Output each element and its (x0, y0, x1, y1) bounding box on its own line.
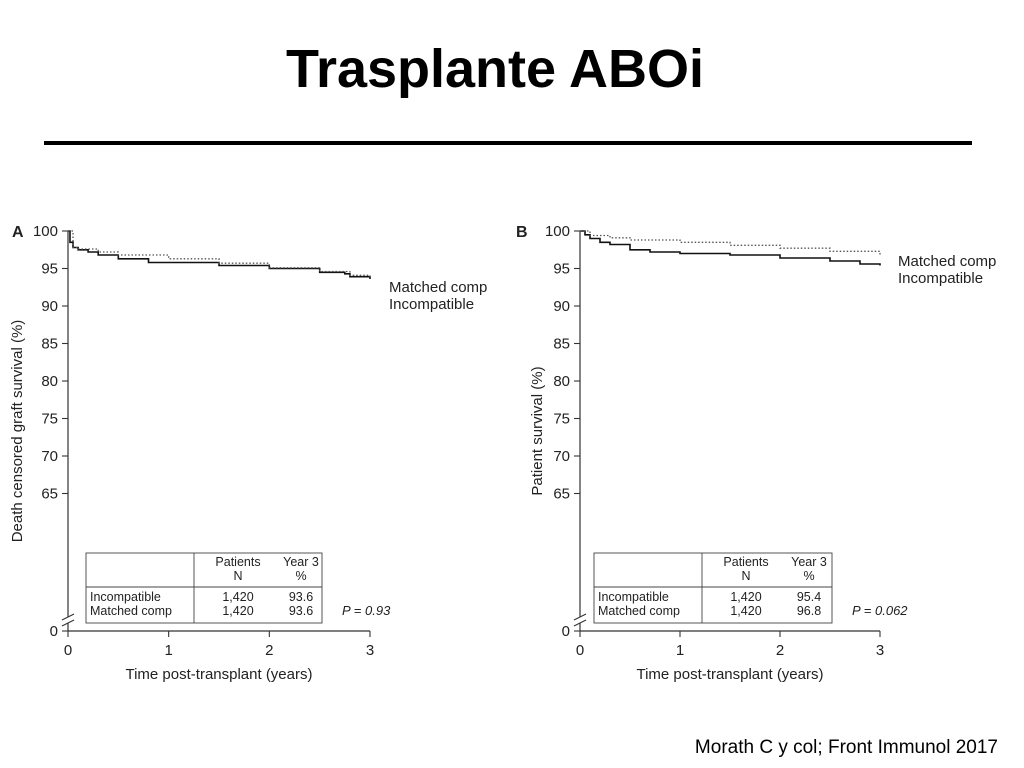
panel-b-table-header-patients: Patients (723, 555, 768, 569)
panel-a-letter: A (12, 224, 24, 241)
chart-panel-a: A 65 70 75 80 85 90 95 100 00 1 2 3 Time post-transpl… (9, 223, 487, 683)
panel-a-x-tick-label: 0 (64, 642, 72, 659)
slide-title: Trasplante ABOi (285, 39, 705, 99)
panel-b-axis-break-mark (573, 613, 587, 621)
panel-b-y-tick-label: 80 (553, 373, 570, 390)
panel-a-table-row-label: Incompatible (90, 590, 161, 604)
panel-a-y-axis-label: Death censored graft survival (%) (9, 320, 26, 543)
panel-b-table-row-year3: 95.4 (797, 590, 821, 604)
panel-a-series-incompatible (68, 230, 371, 279)
panel-a-x-axis-label: Time post-transplant (years) (125, 666, 312, 683)
panel-a-y-tick-label: 70 (41, 448, 58, 465)
panel-a-table-row-n: 1,420 (222, 604, 253, 618)
panel-b-y-axis-label: Patient survival (%) (529, 366, 546, 495)
panel-a-table-row-label: Matched comp (90, 604, 172, 618)
panel-b-legend-incompatible: Incompatible (898, 270, 983, 287)
panel-b-legend-matched-comp: Matched comp (898, 253, 996, 270)
panel-b-table-header-percent: % (803, 569, 814, 583)
panel-a-x-tick-label: 2 (265, 642, 273, 659)
panel-a-series-matched-comp (68, 230, 371, 279)
panel-b-table-row-n: 1,420 (730, 604, 761, 618)
panel-b-table-header-year3: Year 3 (791, 555, 827, 569)
panel-b-table-row-label: Matched comp (598, 604, 680, 618)
panel-a-y-tick-label: 95 (41, 261, 58, 278)
panel-b-y-tick-label: 90 (553, 298, 570, 315)
panel-b-y-tick-label: 100 (545, 223, 570, 240)
panel-a-legend-matched-comp: Matched comp (389, 279, 487, 296)
chart-panel-b: B 65 70 75 80 85 90 95 100 00 1 2 3 Time post-transpl… (516, 223, 996, 683)
panel-b-y-tick-label: 70 (553, 448, 570, 465)
panel-a-table-row-n: 1,420 (222, 590, 253, 604)
panel-a-p-value: P = 0.93 (342, 603, 391, 618)
panel-a-table-row-year3: 93.6 (289, 604, 313, 618)
panel-b-y-tick-label: 65 (553, 486, 570, 503)
panel-a-table-header-year3: Year 3 (283, 555, 319, 569)
citation: Morath C y col; Front Immunol 2017 (694, 737, 998, 758)
panel-a-y-tick-label: 80 (41, 373, 58, 390)
panel-a-y-tick-label: 85 (41, 336, 58, 353)
panel-b-stats-table (593, 552, 833, 624)
panel-a-axis-break-mark (61, 619, 75, 627)
panel-b-letter: B (516, 224, 528, 241)
panel-b-series-incompatible (580, 230, 881, 266)
panel-b-table-row-label: Incompatible (598, 590, 669, 604)
panel-b-p-value: P = 0.062 (852, 603, 908, 618)
panel-a-y-tick-label: 0 (50, 623, 58, 640)
panel-b-table-row-year3: 96.8 (797, 604, 821, 618)
panel-a-legend-incompatible: Incompatible (389, 296, 474, 313)
panel-b-x-axis-label: Time post-transplant (years) (636, 666, 823, 683)
title-divider (44, 141, 972, 145)
panel-a-x-tick-label: 3 (366, 642, 374, 659)
panel-b-y-tick-label: 75 (553, 411, 570, 428)
panel-b-table-row-n: 1,420 (730, 590, 761, 604)
panel-a-stats-table (85, 552, 323, 624)
panel-a-axis-break-mark (61, 613, 75, 621)
panel-b-y-tick-label: 0 (562, 623, 570, 640)
panel-a-y-tick-label: 75 (41, 411, 58, 428)
panel-a-table-header-n: N (233, 569, 242, 583)
panel-b-x-tick-label: 3 (876, 642, 884, 659)
panel-a-table-row-year3: 93.6 (289, 590, 313, 604)
panel-b-x-tick-label: 1 (676, 642, 684, 659)
panel-b-table-header-n: N (741, 569, 750, 583)
panel-a-y-tick-label: 100 (33, 223, 58, 240)
panel-a-table-header-percent: % (295, 569, 306, 583)
panel-a-table-header-patients: Patients (215, 555, 260, 569)
panel-b-axis-break-mark (573, 619, 587, 627)
panel-a-y-tick-label: 65 (41, 486, 58, 503)
panel-a-y-tick-label: 90 (41, 298, 58, 315)
panel-b-series-matched-comp (580, 230, 881, 255)
panel-b-y-tick-label: 95 (553, 261, 570, 278)
panel-b-x-tick-label: 0 (576, 642, 584, 659)
panel-b-x-tick-label: 2 (776, 642, 784, 659)
panel-a-x-tick-label: 1 (164, 642, 172, 659)
panel-b-y-tick-label: 85 (553, 336, 570, 353)
